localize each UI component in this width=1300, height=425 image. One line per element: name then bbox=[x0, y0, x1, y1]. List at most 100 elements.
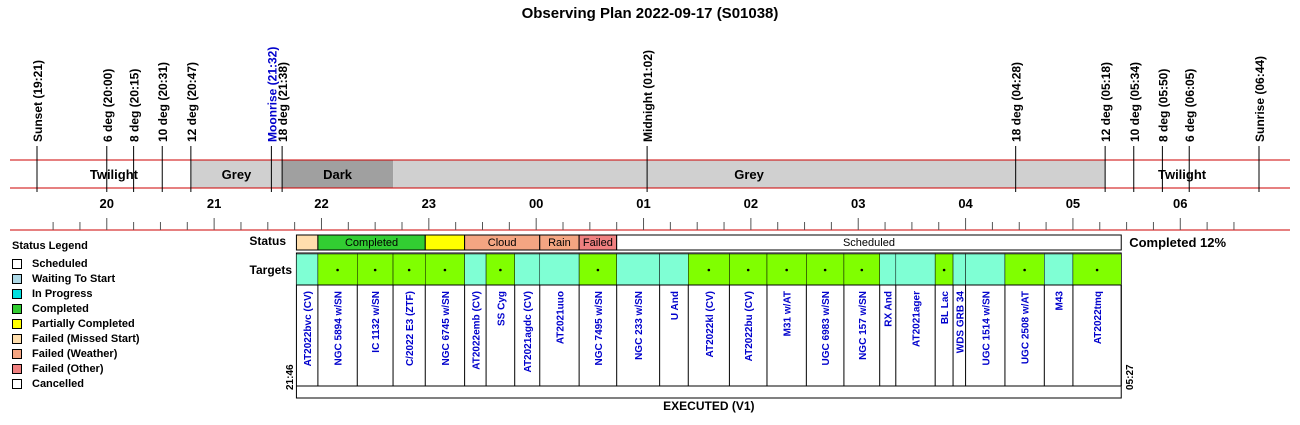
status-segment-label: Completed bbox=[345, 237, 398, 249]
event-label: Midnight (01:02) bbox=[641, 50, 655, 142]
event-label: Moonrise (21:32) bbox=[265, 47, 279, 142]
legend-swatch bbox=[12, 363, 22, 374]
target-cell bbox=[895, 253, 936, 286]
target-name: M43 bbox=[1055, 291, 1066, 311]
target-name: BL Lac bbox=[940, 291, 951, 325]
target-cell bbox=[1044, 253, 1074, 286]
target-name: M31 w/AT bbox=[783, 291, 794, 336]
hour-label: 23 bbox=[422, 196, 436, 211]
legend-label: Failed (Missed Start) bbox=[32, 332, 140, 345]
status-segment-label: Failed bbox=[583, 237, 613, 249]
targets-start-time: 21:46 bbox=[285, 364, 296, 390]
legend-swatch bbox=[12, 348, 22, 359]
target-dot bbox=[942, 268, 946, 272]
target-name: UGC 2508 w/AT bbox=[1021, 291, 1032, 364]
target-name: C/2022 E3 (ZTF) bbox=[405, 291, 416, 366]
legend-label: Cancelled bbox=[32, 377, 84, 390]
sky-phase-band bbox=[393, 160, 1106, 188]
target-name: UGC 6983 w/SN bbox=[821, 291, 832, 365]
event-label: 12 deg (05:18) bbox=[1099, 62, 1113, 142]
sky-phase-label: Twilight bbox=[1158, 167, 1207, 182]
target-name: AT2022tmq bbox=[1093, 291, 1104, 344]
target-cell bbox=[965, 253, 1006, 286]
hour-label: 05 bbox=[1066, 196, 1080, 211]
target-dot bbox=[785, 268, 788, 272]
legend-item: Failed (Weather) bbox=[12, 346, 140, 361]
target-name: AT2022bu (CV) bbox=[744, 291, 755, 361]
event-label: 6 deg (06:05) bbox=[1183, 69, 1197, 142]
target-cell bbox=[659, 253, 689, 286]
sky-phase-band bbox=[282, 160, 394, 188]
event-label: 8 deg (20:15) bbox=[128, 69, 142, 142]
target-name: IC 1132 w/SN bbox=[371, 291, 382, 353]
sky-phase-band bbox=[1105, 160, 1259, 188]
legend-swatch bbox=[12, 378, 22, 389]
legend-swatch bbox=[12, 258, 22, 269]
target-name: AT2022emb (CV) bbox=[471, 291, 482, 370]
hour-label: 06 bbox=[1173, 196, 1187, 211]
hour-label: 21 bbox=[207, 196, 221, 211]
event-label: 8 deg (05:50) bbox=[1156, 69, 1170, 142]
legend-item: Failed (Other) bbox=[12, 361, 140, 376]
legend-item: Cancelled bbox=[12, 376, 140, 391]
target-name: NGC 6745 w/SN bbox=[441, 291, 452, 365]
sky-phase-label: Dark bbox=[323, 167, 353, 182]
status-segment-label: Cloud bbox=[488, 237, 517, 249]
legend-label: Failed (Other) bbox=[32, 362, 104, 375]
legend-label: Scheduled bbox=[32, 257, 88, 270]
event-label: Sunset (19:21) bbox=[31, 60, 45, 142]
target-dot bbox=[707, 268, 711, 272]
legend-label: Completed bbox=[32, 302, 89, 315]
sky-phase-label: Grey bbox=[222, 167, 252, 182]
completion-text: Completed 12% bbox=[1129, 235, 1226, 250]
target-cell bbox=[952, 253, 966, 286]
target-name: AT2022kl (CV) bbox=[705, 291, 716, 358]
target-cell bbox=[879, 253, 897, 286]
sky-phase-label: Twilight bbox=[90, 167, 139, 182]
sky-phase-label: Grey bbox=[734, 167, 764, 182]
legend-label: Partially Completed bbox=[32, 317, 135, 330]
target-cell bbox=[514, 253, 541, 286]
target-cell bbox=[539, 253, 580, 286]
target-dot bbox=[1095, 268, 1099, 272]
sky-phase-band bbox=[37, 160, 191, 188]
executed-label: EXECUTED (V1) bbox=[663, 399, 754, 413]
event-label: 18 deg (21:38) bbox=[276, 62, 290, 142]
hour-label: 00 bbox=[529, 196, 543, 211]
targets-end-time: 05:27 bbox=[1125, 364, 1136, 390]
target-dot bbox=[407, 268, 411, 272]
status-segment bbox=[295, 234, 319, 251]
target-dot bbox=[1023, 268, 1026, 272]
legend-swatch bbox=[12, 333, 22, 344]
target-dot bbox=[499, 268, 502, 272]
status-legend: Status Legend Scheduled Waiting To Start I… bbox=[12, 240, 140, 391]
legend-item: Failed (Missed Start) bbox=[12, 331, 140, 346]
target-dot bbox=[823, 268, 827, 272]
target-cell bbox=[464, 253, 487, 286]
target-name: NGC 157 w/SN bbox=[858, 291, 869, 360]
legend-swatch bbox=[12, 273, 22, 284]
target-dot bbox=[443, 268, 447, 272]
target-name: AT2022bvc (CV) bbox=[303, 291, 314, 366]
legend-item: In Progress bbox=[12, 286, 140, 301]
hour-label: 20 bbox=[100, 196, 114, 211]
target-cell bbox=[616, 253, 660, 286]
status-segment-label: Rain bbox=[548, 237, 571, 249]
legend-title: Status Legend bbox=[12, 240, 88, 252]
hour-label: 02 bbox=[744, 196, 758, 211]
sky-phase-band bbox=[190, 160, 283, 188]
status-segment bbox=[616, 234, 1122, 251]
target-name: NGC 7495 w/SN bbox=[594, 291, 605, 365]
legend-item: Partially Completed bbox=[12, 316, 140, 331]
target-name: AT2021ager bbox=[911, 291, 922, 347]
target-name: AT2021uuo bbox=[555, 291, 566, 344]
target-name: NGC 233 w/SN bbox=[634, 291, 645, 360]
event-label: 12 deg (20:47) bbox=[185, 62, 199, 142]
event-label: 6 deg (20:00) bbox=[101, 69, 115, 142]
legend-swatch bbox=[12, 288, 22, 299]
target-name: RX And bbox=[884, 291, 895, 327]
target-name: UGC 1514 w/SN bbox=[981, 291, 992, 365]
hour-label: 03 bbox=[851, 196, 865, 211]
status-segment bbox=[424, 234, 466, 251]
